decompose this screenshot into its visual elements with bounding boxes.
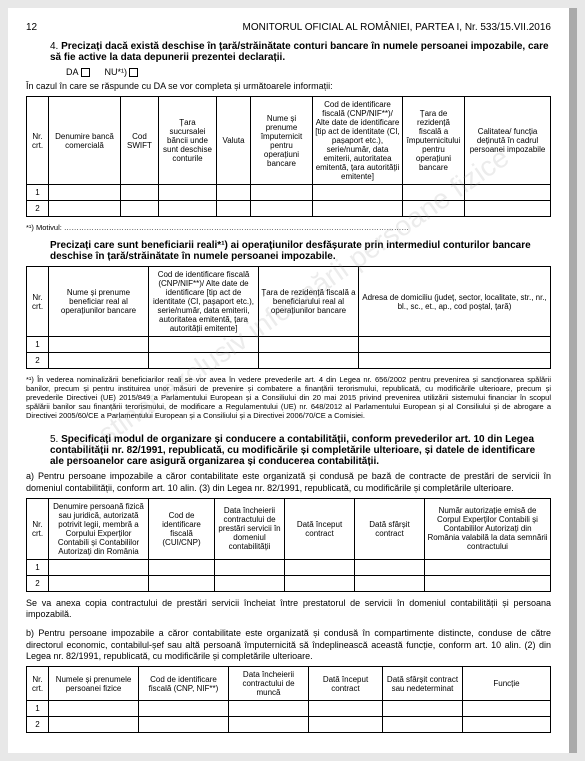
t1-h4: Valuta (217, 97, 251, 185)
t2-h3: Țara de rezidență fiscală a beneficiarul… (259, 267, 359, 337)
sec5-para-a: a) Pentru persoane impozabile a căror co… (26, 471, 551, 494)
t2-r2: 2 (27, 353, 49, 369)
t3-h2: Cod de identificare fiscală (CUI/CNP) (149, 498, 215, 559)
sec5-num: 5. (50, 434, 61, 445)
t4-h0: Nr. crt. (27, 667, 49, 701)
t2-r1: 1 (27, 337, 49, 353)
t3-r1: 1 (27, 559, 49, 575)
sec5-title: 5. Specificați modul de organizare și co… (50, 434, 551, 467)
t1-r1: 1 (27, 185, 49, 201)
t4-h3: Data încheierii contractului de muncă (229, 667, 309, 701)
page: Destinat exclusiv informării persoane fi… (8, 8, 577, 753)
t3-h4: Dată început contract (285, 498, 355, 559)
sec5-text: Specificați modul de organizare și condu… (50, 434, 535, 467)
da-checkbox[interactable] (81, 68, 90, 77)
sec4-num: 4. (50, 41, 61, 52)
t1-h5: Nume și prenume împuternicit pentru oper… (251, 97, 313, 185)
sec4-instruction: În cazul în care se răspunde cu DA se vo… (26, 81, 551, 92)
publication-title: MONITORUL OFICIAL AL ROMÂNIEI, PARTEA I,… (243, 22, 551, 33)
t1-h1: Denumire bancă comercială (49, 97, 121, 185)
t1-h0: Nr. crt. (27, 97, 49, 185)
t1-h3: Țara sucursalei băncii unde sunt deschis… (159, 97, 217, 185)
t4-h6: Funcție (463, 667, 551, 701)
nu-checkbox[interactable] (129, 68, 138, 77)
sec5-mid-para: Se va anexa copia contractului de prestă… (26, 598, 551, 621)
sec4b-footnote: *¹) În vederea nominalizării beneficiari… (26, 375, 551, 420)
page-header: 12 MONITORUL OFICIAL AL ROMÂNIEI, PARTEA… (26, 22, 551, 33)
table-4: Nr. crt. Numele și prenumele persoanei f… (26, 666, 551, 733)
t3-h3: Data încheierii contractului de prestări… (215, 498, 285, 559)
table-2: Nr. crt. Nume și prenume beneficiar real… (26, 266, 551, 369)
sec5-para-b: b) Pentru persoane impozabile a căror co… (26, 628, 551, 662)
checkbox-row: DA NU*¹) (66, 67, 551, 77)
t3-h0: Nr. crt. (27, 498, 49, 559)
t4-h2: Cod de identificare fiscală (CNP, NIF**) (139, 667, 229, 701)
sec4b-title: Precizați care sunt beneficiarii reali*¹… (50, 240, 551, 262)
page-number: 12 (26, 22, 37, 33)
t1-h7: Țara de rezidență fiscală a împuternicit… (403, 97, 465, 185)
sec4-text: Precizați dacă există deschise în țară/s… (50, 41, 549, 63)
t2-h2: Cod de identificare fiscală (CNP/NIF**)/… (149, 267, 259, 337)
motiv-line: *¹) Motivul: (26, 223, 551, 232)
t4-h4: Dată început contract (309, 667, 383, 701)
t4-r2: 2 (27, 717, 49, 733)
nu-label: NU*¹) (105, 67, 128, 77)
da-label: DA (66, 67, 79, 77)
table-1: Nr. crt. Denumire bancă comercială Cod S… (26, 96, 551, 217)
t2-h0: Nr. crt. (27, 267, 49, 337)
t3-r2: 2 (27, 575, 49, 591)
t1-h6: Cod de identificare fiscală (CNP/NIF**)/… (313, 97, 403, 185)
t2-h1: Nume și prenume beneficiar real al opera… (49, 267, 149, 337)
t2-h4: Adresa de domiciliu (județ, sector, loca… (359, 267, 551, 337)
t4-h5: Dată sfârșit contract sau nedeterminat (383, 667, 463, 701)
t3-h5: Dată sfârșit contract (355, 498, 425, 559)
t1-h8: Calitatea/ funcția deținută în cadrul pe… (465, 97, 551, 185)
t4-r1: 1 (27, 701, 49, 717)
t3-h1: Denumire persoană fizică sau juridică, a… (49, 498, 149, 559)
t3-h6: Număr autorizație emisă de Corpul Experț… (425, 498, 551, 559)
table-3: Nr. crt. Denumire persoană fizică sau ju… (26, 498, 551, 592)
section-4-title: 4. Precizați dacă există deschise în țar… (50, 41, 551, 63)
t4-h1: Numele și prenumele persoanei fizice (49, 667, 139, 701)
t1-h2: Cod SWIFT (121, 97, 159, 185)
t1-r2: 2 (27, 201, 49, 217)
